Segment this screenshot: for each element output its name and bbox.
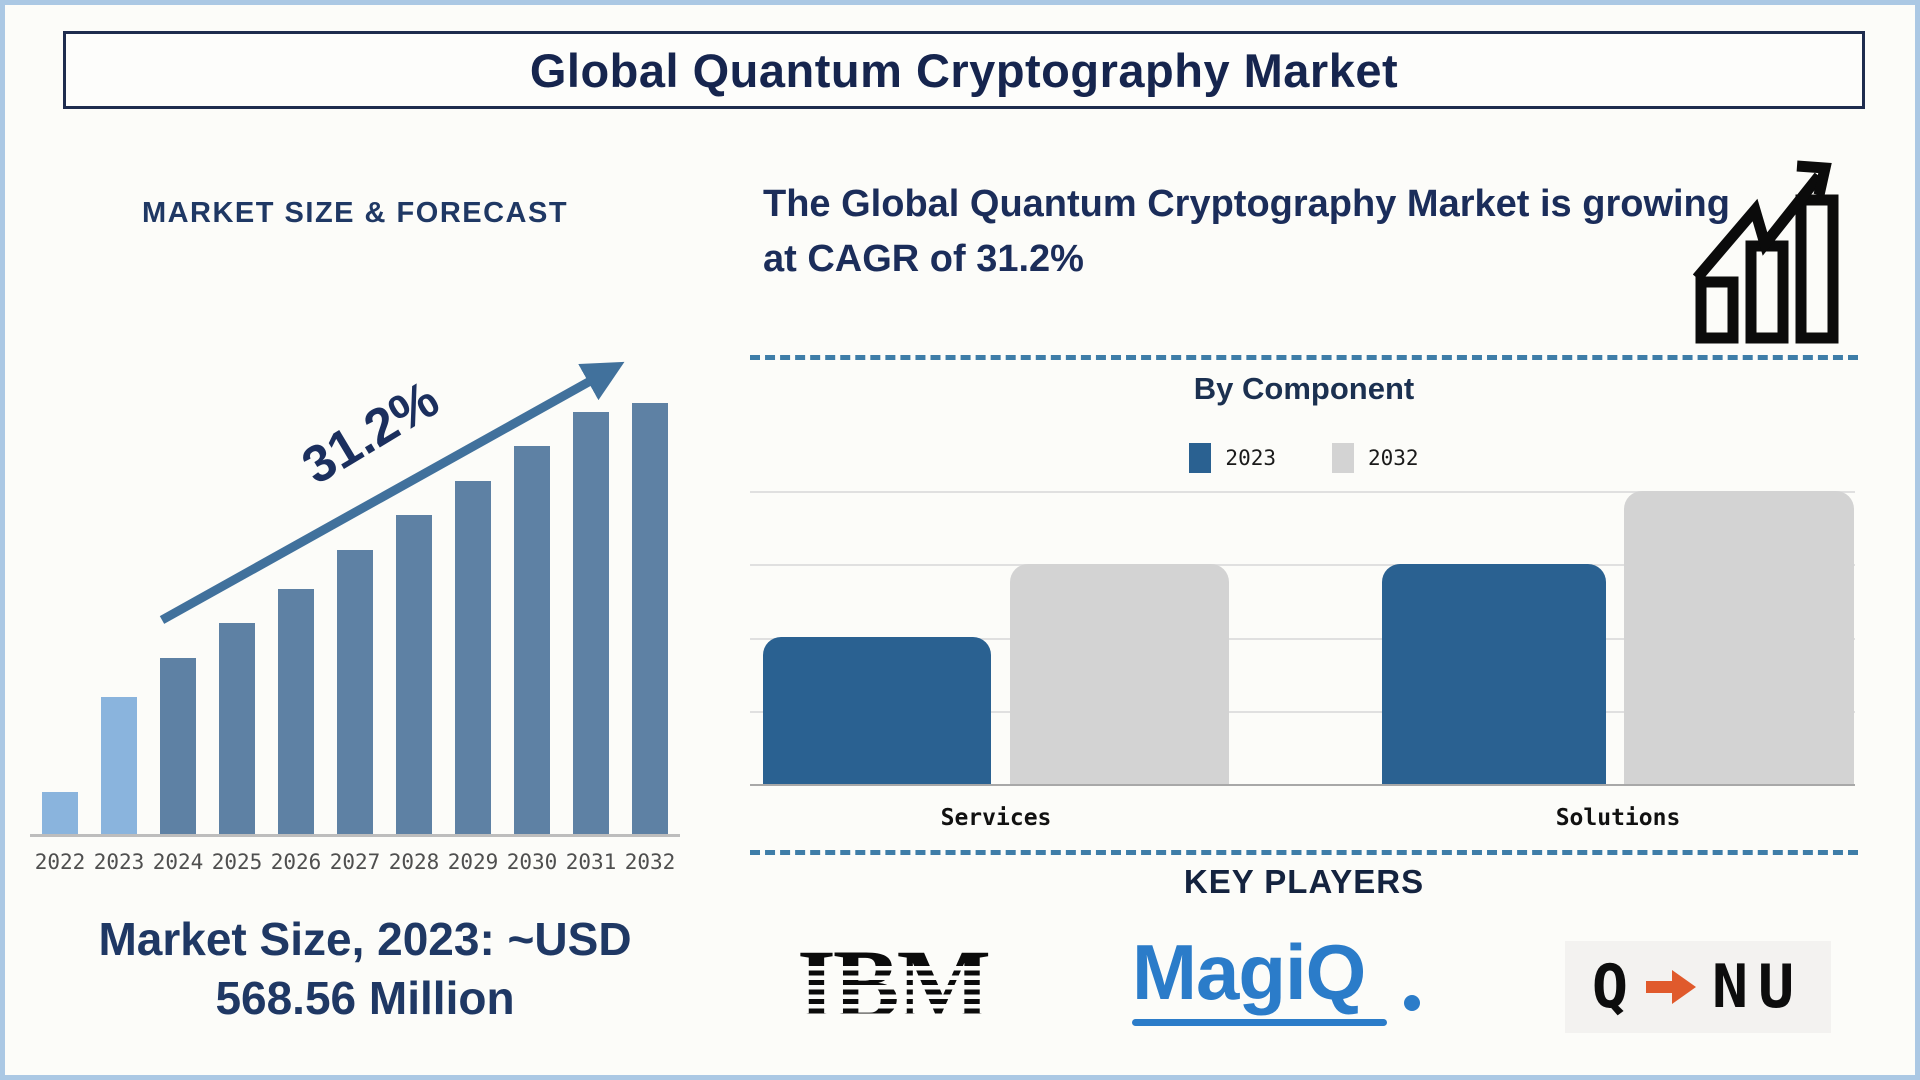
forecast-bar-2023 [101,697,137,835]
legend-swatch [1189,443,1212,473]
year-label: 2023 [93,850,145,874]
bar-group-services [763,564,1229,784]
component-bar-solutions-2023 [1382,564,1606,784]
title-box: Global Quantum Cryptography Market [63,31,1865,109]
component-legend: 2023 2032 [750,443,1858,473]
ibm-logo-stripes [793,961,993,1037]
forecast-bar-2032 [632,403,668,835]
gridline [750,637,1855,640]
bar-group-solutions [1382,491,1854,784]
category-label-services: Services [940,805,1052,831]
forecast-bars [25,345,685,835]
year-label: 2032 [624,850,676,874]
component-bar-services-2032 [1010,564,1229,784]
market-size-note: Market Size, 2023: ~USD 568.56 Million [98,913,632,1024]
magiq-logo: MagiQ [1132,933,1442,1043]
qnu-logo: Q NU [1565,941,1831,1033]
forecast-chart-title: MARKET SIZE & FORECAST [141,197,569,229]
component-chart-title: By Component [1193,371,1415,406]
legend-label: 2032 [1368,446,1419,470]
year-label: 2025 [211,850,263,874]
legend-item-2023: 2023 [1189,443,1276,473]
forecast-bar-2028 [396,515,432,835]
component-x-axis [750,784,1855,786]
forecast-year-labels: 2022 2023 2024 2025 2026 2027 2028 2029 2030 2031… [25,850,685,874]
legend-swatch [1332,443,1354,473]
gridline [750,710,1855,713]
magiq-logo-dot [1404,995,1420,1011]
year-label: 2026 [270,850,322,874]
year-label: 2027 [329,850,381,874]
cagr-statement: The Global Quantum Cryptography Market i… [763,183,1730,281]
component-bar-services-2023 [763,637,991,784]
magiq-logo-underline [1132,1019,1387,1026]
forecast-bar-2031 [573,412,609,835]
year-label: 2031 [565,850,617,874]
dashed-divider-bottom [750,850,1858,855]
component-bar-chart [750,491,1855,786]
growth-chart-icon [1693,160,1839,344]
component-category-labels: Services Solutions [750,805,1855,835]
forecast-bar-2022 [42,792,78,835]
forecast-bar-2030 [514,446,550,835]
forecast-bar-2025 [219,623,255,835]
year-label: 2029 [447,850,499,874]
component-bar-solutions-2032 [1624,491,1854,784]
forecast-bar-2026 [278,589,314,835]
year-label: 2028 [388,850,440,874]
legend-item-2032: 2032 [1332,443,1419,473]
page-title: Global Quantum Cryptography Market [529,43,1399,97]
gridline [750,491,1855,493]
category-label-solutions: Solutions [1555,805,1681,831]
forecast-bar-chart: 31.2% [25,345,685,837]
qnu-logo-q: Q [1591,952,1638,1022]
key-players-title: KEY PLAYERS [1183,863,1425,900]
forecast-x-axis [30,834,680,837]
qnu-logo-nu: NU [1711,952,1805,1022]
year-label: 2022 [34,850,86,874]
year-label: 2030 [506,850,558,874]
forecast-bar-2024 [160,658,196,835]
ibm-logo: IBM [793,935,997,1040]
forecast-bar-2029 [455,481,491,835]
legend-label: 2023 [1225,446,1276,470]
qnu-arrow-icon [1645,970,1696,1004]
gridline [750,564,1855,567]
dashed-divider-top [750,355,1858,360]
forecast-bar-2027 [337,550,373,835]
magiq-logo-text: MagiQ [1132,928,1366,1016]
year-label: 2024 [152,850,204,874]
